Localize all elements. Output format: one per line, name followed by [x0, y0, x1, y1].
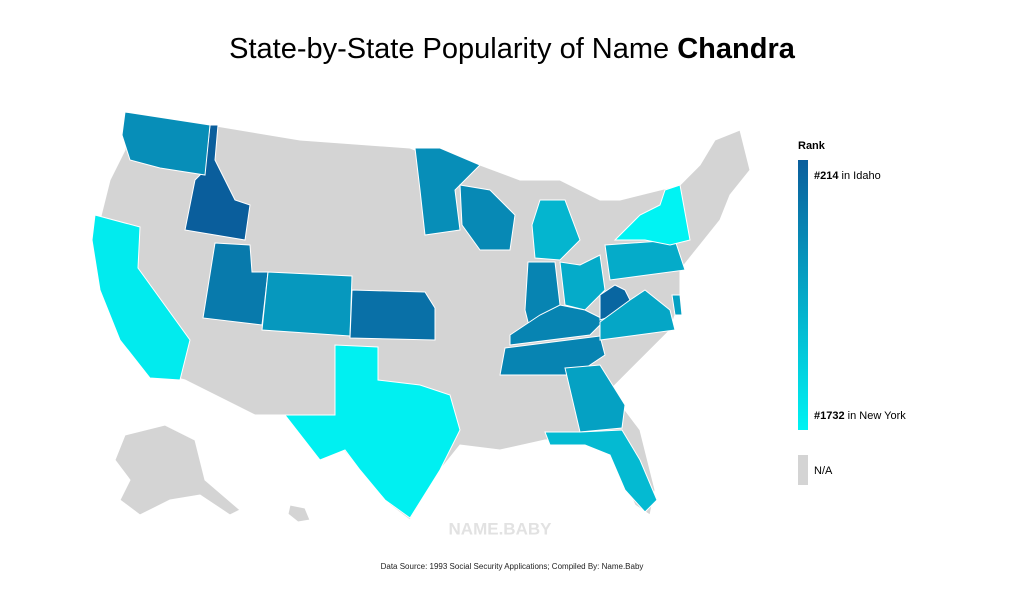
state-region: [509, 304, 606, 346]
state-region: [671, 294, 683, 316]
state-region: [414, 147, 481, 236]
ranked-states: [91, 111, 691, 519]
hawaii: [287, 504, 311, 523]
state-region: [499, 335, 606, 376]
state-region: [599, 289, 676, 341]
legend-high-state: in Idaho: [842, 170, 881, 182]
state-region: [531, 199, 581, 261]
legend-low-rank: #1732: [814, 410, 845, 422]
title-text: State-by-State Popularity of Name: [229, 33, 669, 65]
legend: Rank #214 in Idaho #1732 in New York N/A: [798, 140, 906, 485]
legend-gradient: [798, 160, 808, 430]
state-region: [91, 214, 191, 381]
legend-high-rank: #214: [814, 170, 839, 182]
state-region: [559, 254, 606, 311]
state-region: [613, 184, 691, 246]
legend-title: Rank: [798, 140, 826, 152]
legend-low-state: in New York: [848, 410, 907, 422]
state-region: [544, 429, 658, 513]
state-region: [459, 184, 516, 251]
legend-high: #214 in Idaho: [814, 170, 881, 182]
legend-na: N/A: [814, 465, 833, 477]
state-region: [121, 111, 211, 176]
state-region: [564, 364, 626, 433]
source-note: Data Source: 1993 Social Security Applic…: [381, 562, 644, 571]
state-region: [184, 124, 251, 241]
alaska: [114, 424, 241, 516]
watermark: NAME.BABY: [449, 519, 553, 538]
state-region: [261, 271, 353, 337]
chart-title: State-by-State Popularity of Name Chandr…: [229, 33, 796, 65]
legend-low: #1732 in New York: [814, 410, 906, 422]
state-region: [283, 344, 461, 519]
state-region: [349, 289, 436, 341]
title-name: Chandra: [677, 33, 796, 65]
legend-na-swatch: [798, 455, 808, 485]
